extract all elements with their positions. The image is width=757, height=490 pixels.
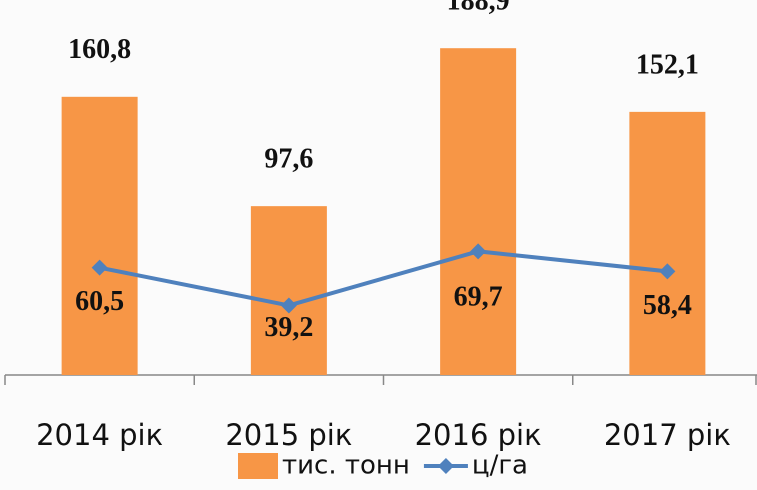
bar	[62, 97, 138, 375]
chart: 2014 рік 2015 рік 2016 рік 2017 рік 160,8 97,…	[0, 0, 757, 490]
bar	[440, 48, 516, 375]
x-tick-label: 2017 рік	[604, 418, 731, 452]
x-tick-label: 2014 рік	[36, 418, 163, 452]
line	[100, 251, 668, 305]
bar-value-label: 97,6	[264, 144, 313, 175]
bar	[629, 112, 705, 375]
line-value-label: 60,5	[75, 286, 124, 317]
legend-label: тис. тонн	[282, 451, 410, 481]
bar-value-label: 160,8	[68, 34, 131, 65]
bar-value-label: 188,9	[447, 0, 510, 17]
bar	[251, 206, 327, 375]
x-tick-label: 2016 рік	[415, 418, 542, 452]
line-value-label: 69,7	[454, 282, 503, 313]
legend-label: ц/га	[472, 451, 528, 481]
x-tick-label: 2015 рік	[225, 418, 352, 452]
line-value-label: 58,4	[643, 290, 692, 321]
legend-marker	[438, 458, 454, 474]
bar-value-label: 152,1	[636, 49, 699, 80]
legend-swatch	[238, 453, 278, 479]
line-value-label: 39,2	[264, 312, 313, 343]
